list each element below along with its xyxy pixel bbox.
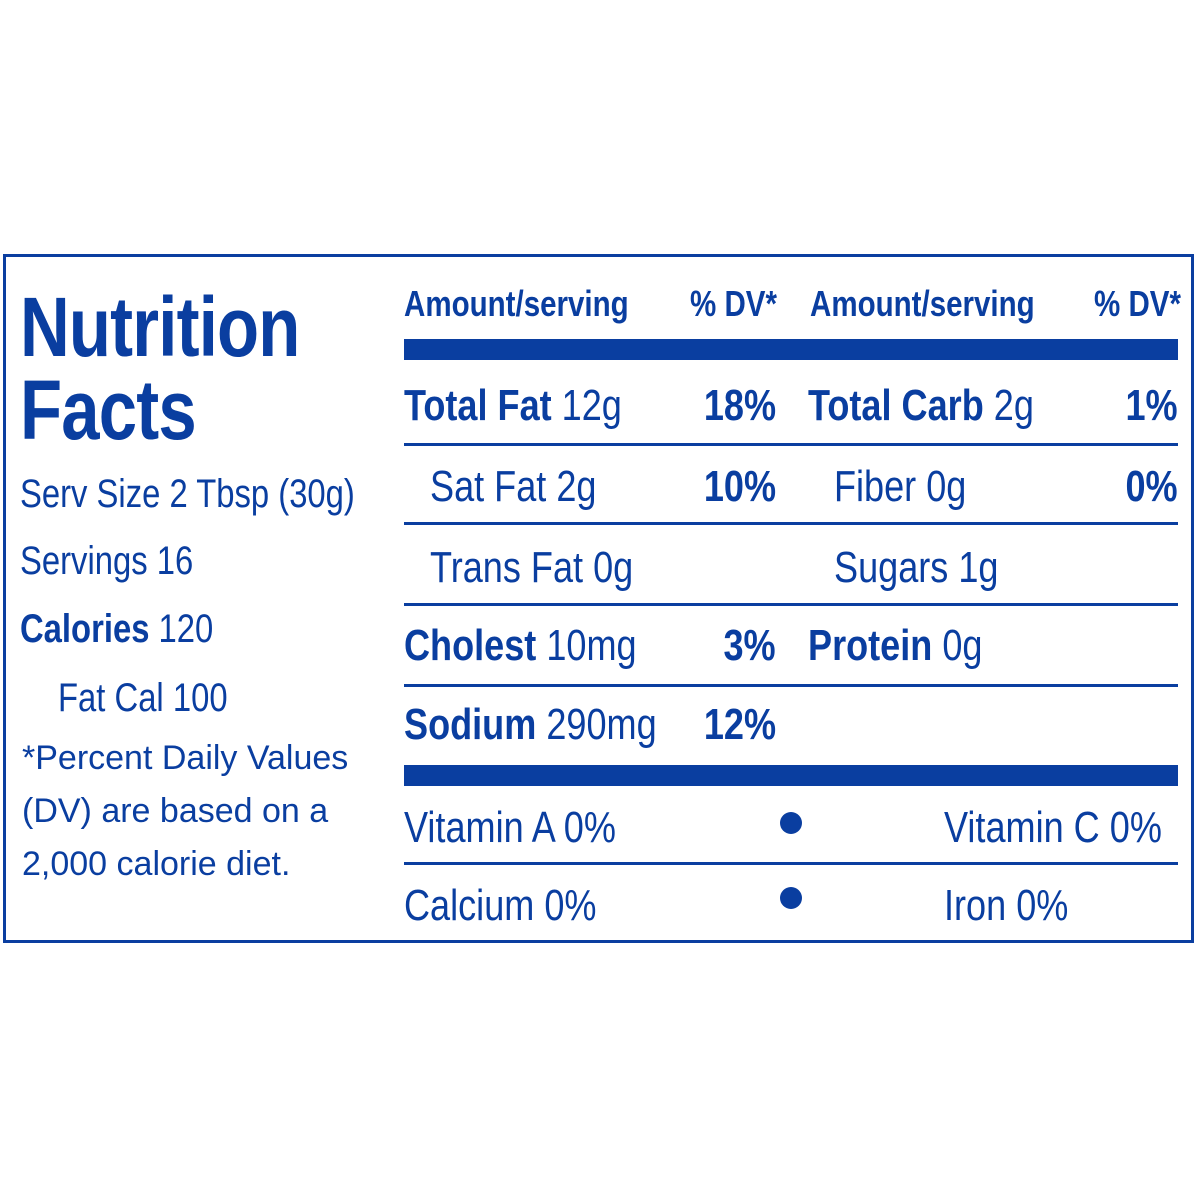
total-fat-row: Total Fat 12g <box>404 381 622 430</box>
bullet-dot-icon <box>780 887 802 909</box>
sodium-row: Sodium 290mg <box>404 700 657 749</box>
sat-fat-row: Sat Fat 2g <box>430 462 597 511</box>
calories: Calories 120 <box>20 609 256 649</box>
fiber-dv: 0% <box>1125 462 1178 511</box>
total-carb-dv: 1% <box>1125 381 1178 430</box>
header-dv-right: % DV* <box>1094 283 1181 324</box>
vitamin-a: Vitamin A 0% <box>404 803 616 852</box>
total-fat-dv: 18% <box>703 381 776 430</box>
header-thick-rule <box>404 339 1178 360</box>
servings-per-container: Servings 16 <box>20 539 194 583</box>
header-amount-left: Amount/serving <box>404 283 629 324</box>
rule-trans-fat <box>404 603 1178 606</box>
fiber-row: Fiber 0g <box>834 462 967 511</box>
sugars-row: Sugars 1g <box>834 543 999 592</box>
title-line-1: Nutrition <box>20 280 300 374</box>
rule-sat-fat <box>404 522 1178 525</box>
header-dv-left: % DV* <box>690 283 777 324</box>
rule-total-fat <box>404 443 1178 446</box>
nutrition-label <box>3 254 1194 943</box>
calories-label: Calories <box>20 607 150 651</box>
cholesterol-dv: 3% <box>723 621 776 670</box>
iron: Iron 0% <box>944 881 1069 930</box>
fat-calories: Fat Cal 100 <box>58 676 228 720</box>
vitamins-thick-rule <box>404 765 1178 786</box>
serving-size: Serv Size 2 Tbsp (30g) <box>20 472 355 516</box>
vitamin-c: Vitamin C 0% <box>944 803 1162 852</box>
rule-cholesterol <box>404 684 1178 687</box>
total-carb-row: Total Carb 2g <box>808 381 1034 430</box>
bullet-dot-icon <box>780 812 802 834</box>
rule-vitamins <box>404 862 1178 865</box>
cholesterol-row: Cholest 10mg <box>404 621 637 670</box>
header-amount-right: Amount/serving <box>810 283 1035 324</box>
trans-fat-row: Trans Fat 0g <box>430 543 634 592</box>
sodium-dv: 12% <box>703 700 776 749</box>
calories-value: 120 <box>149 607 214 651</box>
protein-row: Protein 0g <box>808 621 983 670</box>
title-line-2: Facts <box>20 363 197 457</box>
daily-value-footnote: *Percent Daily Values (DV) are based on … <box>22 739 349 883</box>
sat-fat-dv: 10% <box>703 462 776 511</box>
calcium: Calcium 0% <box>404 881 597 930</box>
